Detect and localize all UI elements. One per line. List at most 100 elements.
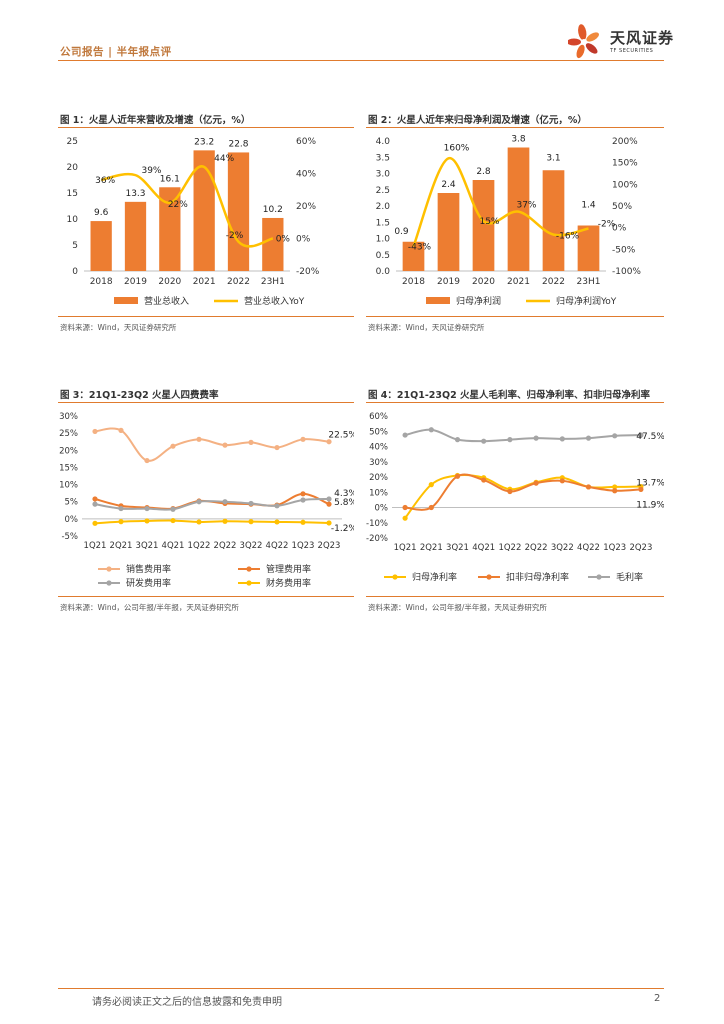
y-tick-label: 0% xyxy=(65,515,79,525)
x-tick-label: 3Q22 xyxy=(551,543,574,553)
series-point xyxy=(454,437,461,443)
series-point xyxy=(533,480,539,486)
series-line xyxy=(94,427,330,462)
y-tick-label: 15% xyxy=(59,463,78,473)
legend-line-label: 归母净利润YoY xyxy=(556,295,617,307)
bar xyxy=(472,180,495,271)
series-point xyxy=(274,503,280,509)
legend-bar-swatch xyxy=(426,297,450,304)
y-right-tick-label: 60% xyxy=(296,137,316,147)
series-point xyxy=(533,435,539,441)
legend-marker xyxy=(246,566,252,572)
series-point xyxy=(638,486,644,492)
yoy-data-label: 44% xyxy=(214,154,234,164)
x-tick-label: 1Q21 xyxy=(84,541,107,551)
bar xyxy=(507,147,530,271)
legend-marker xyxy=(596,574,602,580)
end-data-label: 4.3% xyxy=(334,489,354,499)
x-tick-label: 23H1 xyxy=(261,277,285,287)
y-right-tick-label: 0% xyxy=(612,224,627,234)
y-right-tick-label: 100% xyxy=(612,180,638,190)
series-point xyxy=(92,501,98,507)
yoy-data-label: 15% xyxy=(479,217,499,227)
y-left-tick-label: 3.0 xyxy=(376,170,391,180)
y-tick-label: 30% xyxy=(59,412,78,422)
footer-divider xyxy=(58,988,664,989)
yoy-line xyxy=(100,165,274,248)
series-point xyxy=(300,436,306,442)
x-tick-label: 4Q21 xyxy=(472,543,495,553)
series-point xyxy=(428,427,434,433)
x-tick-label: 1Q23 xyxy=(603,543,626,553)
y-left-tick-label: 3.5 xyxy=(376,153,390,163)
bar-data-label: 13.3 xyxy=(125,189,145,199)
series-point xyxy=(274,444,280,451)
yoy-data-label: 0% xyxy=(276,235,291,245)
y-right-tick-label: -20% xyxy=(296,267,320,277)
series-point xyxy=(402,432,408,438)
series-point xyxy=(585,484,592,490)
x-tick-label: 2018 xyxy=(90,277,113,287)
legend-bar-label: 归母净利润 xyxy=(456,295,501,307)
x-tick-label: 3Q21 xyxy=(446,543,469,553)
series-point xyxy=(196,436,202,442)
y-tick-label: -10% xyxy=(366,519,388,529)
series-point xyxy=(196,499,202,505)
legend-marker xyxy=(106,580,112,586)
yoy-data-label: 36% xyxy=(95,176,115,186)
legend-label: 财务费用率 xyxy=(266,577,311,589)
x-tick-label: 2020 xyxy=(158,277,181,287)
x-tick-label: 4Q21 xyxy=(162,541,185,551)
y-tick-label: 0% xyxy=(375,504,389,514)
disclaimer: 请务必阅读正文之后的信息披露和免责申明 xyxy=(92,997,282,1008)
figure-2-source: 资料来源：Wind，天风证券研究所 xyxy=(368,323,485,332)
figure-1-rule xyxy=(58,127,354,128)
y-left-tick-label: 0.0 xyxy=(376,267,391,277)
legend-label: 归母净利率 xyxy=(412,571,457,583)
series-point xyxy=(274,519,280,525)
y-right-tick-label: -100% xyxy=(612,267,641,277)
series-point xyxy=(300,519,306,525)
series-point xyxy=(170,443,176,449)
x-tick-label: 4Q22 xyxy=(266,541,289,551)
y-tick-label: -20% xyxy=(366,534,388,544)
end-data-label: 47.5% xyxy=(636,432,664,442)
series-point xyxy=(326,496,332,502)
y-tick-label: 50% xyxy=(369,427,388,437)
y-left-tick-label: 2.0 xyxy=(376,202,391,212)
series-point xyxy=(92,428,98,435)
series-line xyxy=(405,473,641,511)
y-left-tick-label: 2.5 xyxy=(376,186,390,196)
x-tick-label: 3Q22 xyxy=(240,541,263,551)
y-right-tick-label: 50% xyxy=(612,202,632,212)
y-tick-label: 30% xyxy=(369,458,388,468)
figure-3-bottom-rule xyxy=(58,596,354,597)
y-tick-label: 10% xyxy=(59,481,78,491)
series-point xyxy=(612,484,618,490)
yoy-line xyxy=(412,157,589,247)
bar-data-label: 0.9 xyxy=(394,227,409,237)
figure-4-source: 资料来源：Wind，公司年报/半年报，天风证券研究所 xyxy=(368,603,547,612)
series-line xyxy=(94,497,330,511)
bar xyxy=(227,152,250,271)
x-tick-label: 2Q21 xyxy=(420,543,443,553)
series-point xyxy=(92,520,98,526)
bar-data-label: 1.4 xyxy=(581,201,596,211)
y-left-tick-label: 4.0 xyxy=(376,137,391,147)
series-point xyxy=(222,518,228,524)
series-point xyxy=(612,488,618,494)
series-point xyxy=(118,519,124,525)
yoy-data-label: -2% xyxy=(598,220,616,230)
series-point xyxy=(248,500,254,507)
bar-data-label: 2.4 xyxy=(441,180,456,190)
y-left-tick-label: 20 xyxy=(67,163,79,173)
y-right-tick-label: 40% xyxy=(296,170,316,180)
figure-3-source: 资料来源：Wind，公司年报/半年报，天风证券研究所 xyxy=(60,603,239,612)
revenue-chart: 0 5 10 15 20 25 -20% 0% 20% 40% 60% 2018 2019 2020 202… xyxy=(67,137,320,307)
y-left-tick-label: 1.0 xyxy=(376,235,391,245)
series-point xyxy=(170,517,176,524)
figure-3-title: 图 3：21Q1-23Q2 火星人四费费率 xyxy=(60,390,219,401)
series-point xyxy=(559,478,565,484)
series-point xyxy=(507,437,513,443)
figure-4-title: 图 4：21Q1-23Q2 火星人毛利率、归母净利率、扣非归母净利率 xyxy=(368,390,650,401)
